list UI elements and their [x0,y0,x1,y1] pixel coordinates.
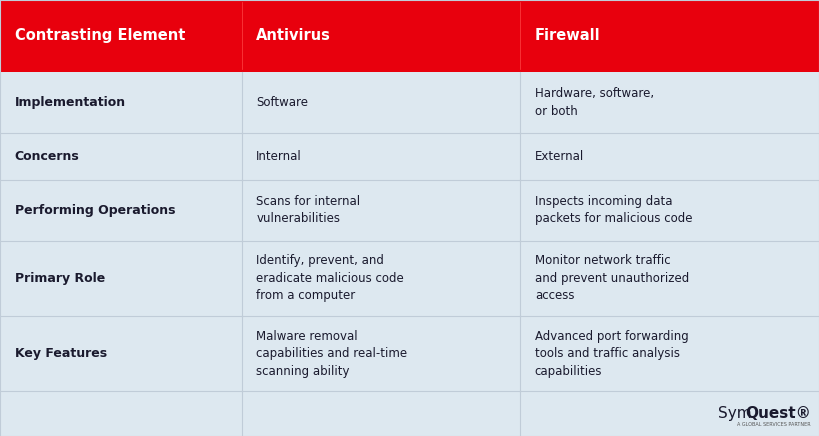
Text: Sym: Sym [718,406,752,421]
Bar [0,0,819,72]
Text: Advanced port forwarding
tools and traffic analysis
capabilities: Advanced port forwarding tools and traff… [535,330,689,378]
Text: Firewall: Firewall [535,28,600,43]
Text: Monitor network traffic
and prevent unauthorized
access: Monitor network traffic and prevent unau… [535,255,689,303]
Text: Quest®: Quest® [745,406,811,421]
Text: Inspects incoming data
packets for malicious code: Inspects incoming data packets for malic… [535,195,692,225]
Text: External: External [535,150,584,163]
Bar [0,241,819,316]
Text: Internal: Internal [256,150,302,163]
Text: Concerns: Concerns [15,150,79,163]
Text: Implementation: Implementation [15,96,126,109]
Bar [0,133,819,180]
Text: Key Features: Key Features [15,347,106,360]
Text: Performing Operations: Performing Operations [15,204,175,217]
Text: Scans for internal
vulnerabilities: Scans for internal vulnerabilities [256,195,360,225]
Text: Antivirus: Antivirus [256,28,331,43]
Text: Hardware, software,
or both: Hardware, software, or both [535,87,654,118]
Text: Contrasting Element: Contrasting Element [15,28,185,43]
Text: Primary Role: Primary Role [15,272,105,285]
Text: Identify, prevent, and
eradicate malicious code
from a computer: Identify, prevent, and eradicate malicio… [256,255,404,303]
Text: A GLOBAL SERVICES PARTNER: A GLOBAL SERVICES PARTNER [737,422,811,427]
Bar [0,316,819,392]
Bar [0,72,819,133]
Text: Malware removal
capabilities and real-time
scanning ability: Malware removal capabilities and real-ti… [256,330,408,378]
Bar [0,392,819,436]
Bar [0,180,819,241]
Text: Software: Software [256,96,308,109]
